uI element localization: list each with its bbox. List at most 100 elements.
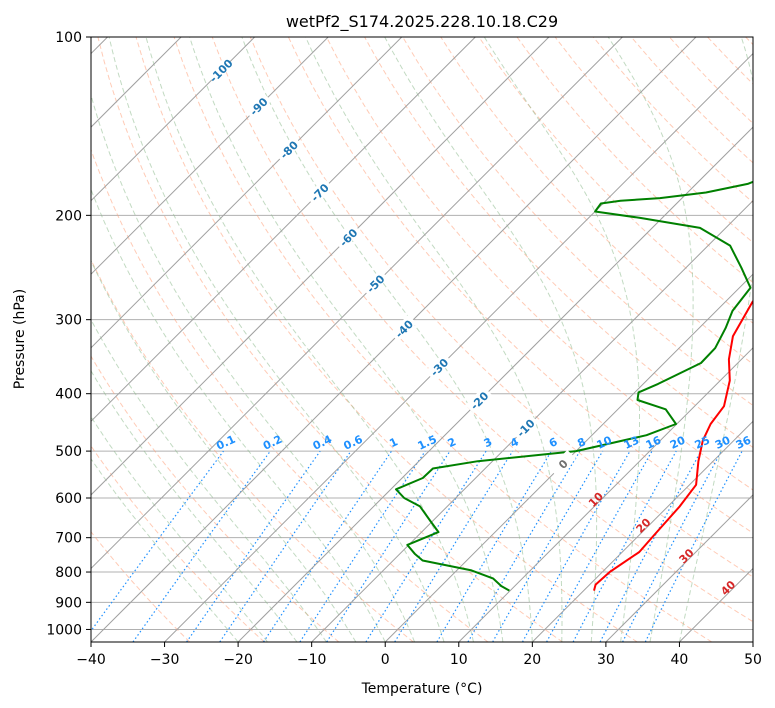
isotherm-label-bg — [334, 223, 362, 251]
isotherm-label-bg — [389, 314, 417, 342]
y-tick-label: 400 — [55, 387, 82, 403]
mixing-ratio-line — [262, 450, 392, 642]
x-tick-label: −20 — [223, 652, 253, 668]
isotherm-line — [91, 37, 550, 496]
plot-area: 0.1 0.2 0.4 0.6 1 1.5 2 3 4 6 8 10 13 16 20 25 30 36-100-… — [91, 37, 754, 642]
isotherms — [91, 37, 753, 642]
x-tick-label: 0 — [381, 652, 390, 668]
isotherm-label-bg — [511, 413, 539, 441]
moist-adiabat-line — [108, 37, 445, 642]
y-tick-label: 500 — [55, 444, 82, 460]
isotherm-line — [91, 37, 403, 349]
x-axis-title: Temperature (°C) — [361, 681, 483, 697]
moist-adiabat-line — [241, 37, 533, 642]
chart-title: wetPf2_S174.2025.228.10.18.C29 — [286, 12, 558, 32]
mixing-ratio-line — [219, 450, 352, 642]
mixing-ratio-line — [299, 450, 426, 642]
moist-adiabat-line — [91, 415, 268, 642]
x-tick-label: 30 — [597, 652, 615, 668]
x-tick-label: 10 — [450, 652, 468, 668]
profile-series — [395, 180, 753, 592]
x-tick-label: 20 — [523, 652, 541, 668]
dry-adiabat-line — [516, 37, 753, 284]
isotherm-line — [605, 494, 753, 642]
plot-frame — [90, 36, 754, 643]
mixing-ratio-lines — [91, 450, 743, 642]
mixing-ratio-label: 25 — [693, 434, 712, 452]
pressure-gridlines — [91, 37, 753, 630]
isotherm-line — [384, 273, 753, 642]
mixing-ratio-line — [186, 450, 321, 642]
isotherm-label-bg — [244, 92, 272, 120]
dry-adiabat-line — [402, 37, 753, 407]
moist-adiabat-line — [91, 318, 327, 642]
mixing-ratio-label: 13 — [622, 434, 641, 452]
moist-adiabat-line — [483, 37, 640, 642]
mixing-ratio-label: 36 — [734, 433, 754, 451]
isotherm-label-bg — [305, 178, 333, 206]
dry-adiabat-line — [91, 531, 191, 642]
isotherm-label-bg — [361, 269, 389, 297]
moist-adiabats — [91, 37, 753, 642]
mixing-ratio-line — [546, 450, 653, 642]
moist-adiabat-line — [91, 188, 386, 642]
y-tick-label: 800 — [55, 565, 82, 581]
x-axis-ticks: −40 −30 −20 −10 0 10 20 30 40 50 — [76, 642, 762, 668]
mixing-ratio-line — [91, 450, 224, 632]
mixing-ratio-label: 30 — [713, 433, 733, 451]
isotherm-line — [164, 52, 753, 642]
x-tick-label: 50 — [744, 652, 762, 668]
isotherm-label-bg — [274, 135, 302, 163]
x-tick-label: 40 — [670, 652, 688, 668]
dry-adiabat-line — [326, 37, 753, 491]
isotherm-line — [458, 347, 753, 642]
dry-adiabat-line — [249, 37, 753, 578]
mixing-ratio-label: 10 — [595, 433, 615, 451]
moist-adiabat-line — [91, 458, 239, 642]
mixing-ratio-line — [326, 450, 451, 642]
y-tick-label: 100 — [55, 30, 82, 46]
y-axis-ticks: 100 200 300 400 500 600 700 800 900 1000 — [46, 30, 91, 638]
dry-adiabat-line — [478, 37, 753, 324]
moist-adiabat-line — [145, 37, 474, 642]
isotherm-line — [91, 37, 329, 275]
moist-adiabat-line — [678, 37, 753, 642]
dry-adiabat-line — [91, 355, 340, 642]
isotherm-label-bg — [465, 386, 493, 414]
isotherm-line — [311, 199, 753, 642]
isotherm-label-bg — [548, 449, 576, 477]
isotherm-line — [91, 37, 256, 202]
moist-adiabat-line — [189, 37, 504, 642]
x-tick-label: −30 — [150, 652, 180, 668]
dry-adiabat-line — [91, 445, 265, 642]
mixing-ratio-line — [394, 450, 514, 642]
x-tick-label: −40 — [76, 652, 106, 668]
y-tick-label: 300 — [55, 313, 82, 329]
dewpoint-profile-line — [395, 180, 753, 592]
moist-adiabat-line — [305, 37, 563, 642]
y-tick-label: 600 — [55, 491, 82, 507]
isotherm-line — [91, 37, 623, 570]
mixing-ratio-line — [572, 450, 677, 642]
y-axis-title: Pressure (hPa) — [12, 289, 28, 389]
dry-adiabat-line — [135, 37, 638, 642]
y-tick-label: 200 — [55, 208, 82, 224]
isotherm-line — [91, 37, 476, 423]
x-tick-label: −10 — [297, 652, 327, 668]
mixing-ratio-line — [521, 450, 631, 642]
moist-adiabat-line — [91, 259, 357, 642]
mixing-ratio-line — [644, 450, 743, 642]
isotherm-line — [531, 420, 753, 642]
dry-adiabat-line — [91, 148, 489, 642]
isotherm-label-bg — [425, 353, 453, 381]
moist-adiabat-line — [607, 37, 694, 642]
y-tick-label: 700 — [55, 531, 82, 547]
y-tick-label: 1000 — [46, 622, 82, 638]
dry-adiabat-line — [211, 37, 753, 623]
mixing-ratio-label: 16 — [644, 433, 664, 451]
isotherm-line — [91, 37, 697, 642]
isotherm-label-bg — [206, 56, 234, 84]
